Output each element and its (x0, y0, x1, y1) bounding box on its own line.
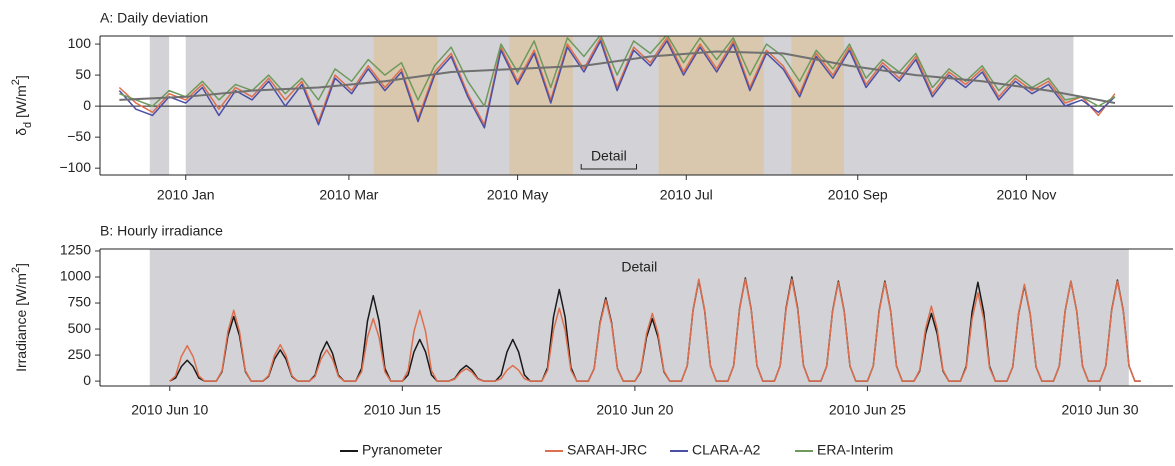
legend-label: SARAH-JRC (567, 442, 647, 458)
series-line (118, 40, 1116, 129)
y-axis-label-part: Irradiance [W/m (13, 273, 29, 372)
series-line (169, 276, 1141, 382)
x-tick-label: 2010 Jun 20 (596, 402, 673, 418)
y-tick-label: 250 (68, 346, 92, 362)
x-tick-label: 2010 Nov (996, 187, 1056, 203)
y-tick-label: 100 (68, 35, 92, 51)
y-axis-label-part: [W/m (13, 85, 29, 122)
y-axis-label-part: ] (13, 75, 29, 79)
y-tick-label: −50 (67, 128, 91, 144)
x-tick-label: 2010 Jun 15 (364, 402, 441, 418)
gray-period (149, 249, 1129, 386)
series-line (119, 50, 1116, 105)
x-tick-label: 2010 Jan (157, 187, 215, 203)
annotation-text: Detail (591, 148, 627, 164)
series-line (169, 278, 1141, 382)
panel-title: B: Hourly irradiance (100, 223, 223, 239)
x-tick-label: 2010 Mar (319, 187, 378, 203)
y-tick-label: 1000 (60, 268, 91, 284)
series-line (119, 36, 1116, 107)
panel-title: A: Daily deviation (100, 10, 208, 26)
highlight-period (373, 36, 438, 175)
x-tick-label: 2010 Jun 10 (131, 402, 208, 418)
x-tick-label: 2010 Jun 25 (829, 402, 906, 418)
x-tick-label: 2010 Jun 30 (1061, 402, 1138, 418)
y-tick-label: 750 (68, 294, 92, 310)
legend-label: CLARA-A2 (692, 442, 761, 458)
legend-label: Pyranometer (362, 442, 442, 458)
y-axis-label-part: 2 (10, 267, 22, 273)
x-tick-label: 2010 Jul (660, 187, 713, 203)
y-tick-label: −100 (59, 159, 91, 175)
y-axis-label: δd [W/m2] (10, 75, 34, 135)
y-axis-label-part: δ (13, 128, 29, 136)
annotation-text: Detail (621, 259, 657, 275)
y-tick-label: 0 (83, 97, 91, 113)
y-tick-label: 1250 (60, 242, 91, 258)
y-axis-label-part: ] (13, 263, 29, 267)
y-tick-label: 0 (83, 372, 91, 388)
y-tick-label: 50 (75, 66, 91, 82)
y-axis-label: Irradiance [W/m2] (10, 263, 29, 372)
y-tick-label: 500 (68, 320, 92, 336)
series-group (118, 36, 1116, 129)
y-axis-label-part: 2 (10, 79, 22, 85)
series-group (169, 276, 1141, 382)
annotation-bracket (580, 164, 637, 170)
y-axis-label-part: d (22, 122, 34, 128)
legend: Pyranometer SARAH-JRC CLARA-A2 ERA-Interim (340, 442, 893, 458)
x-tick-label: 2010 May (487, 187, 548, 203)
legend-label: ERA-Interim (817, 442, 893, 458)
x-tick-label: 2010 Sep (828, 187, 888, 203)
series-line (118, 37, 1116, 126)
